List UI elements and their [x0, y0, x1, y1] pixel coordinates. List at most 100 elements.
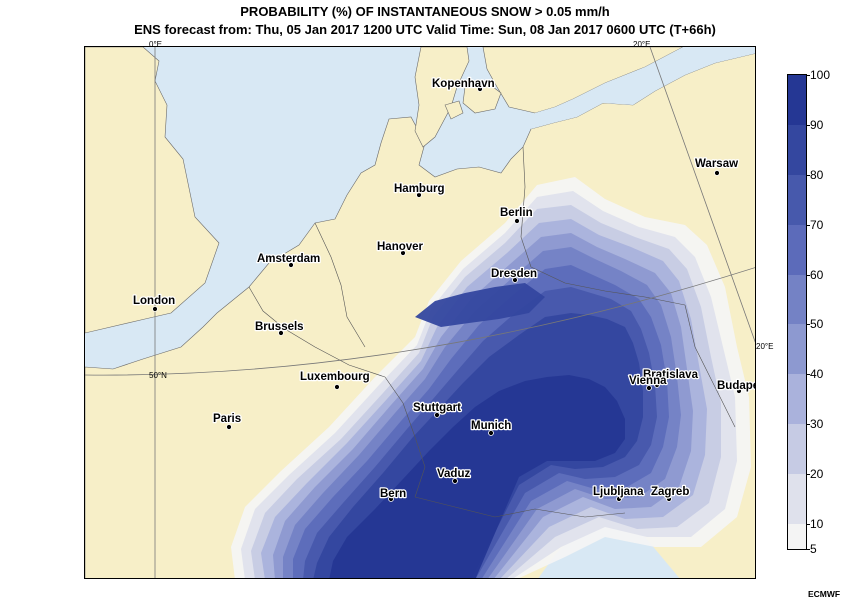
color-scale-tick-label: 10 — [810, 517, 824, 532]
lat-label-50: 50°N — [149, 371, 167, 380]
city-label-ljubljana: Ljubljana — [593, 486, 644, 498]
lon-label-20-top: 20°E — [633, 40, 651, 49]
city-budapest: Budapest — [716, 379, 755, 394]
parallel-50 — [85, 267, 755, 376]
city-dot — [226, 424, 232, 430]
city-vaduz: Vaduz — [436, 467, 472, 484]
color-scale-tick-label: 100 — [810, 68, 831, 82]
color-scale-bar — [787, 74, 807, 550]
city-label-dresden: Dresden — [491, 268, 537, 280]
color-scale-tick-label: 90 — [810, 117, 824, 132]
city-label-vienna: Vienna — [629, 375, 667, 387]
color-scale-tick-label: 5 — [810, 542, 817, 556]
snow-band-90 — [329, 375, 625, 578]
city-label-zagreb: Zagreb — [651, 486, 689, 498]
city-dot — [278, 330, 284, 336]
color-scale-tick-mark — [806, 224, 810, 226]
color-scale-tick-label: 70 — [810, 217, 824, 232]
city-dot — [666, 496, 672, 502]
city-brussels: Brussels — [254, 320, 305, 336]
color-scale-tick-mark — [806, 75, 810, 76]
color-scale-segment — [788, 124, 806, 175]
city-amsterdam: Amsterdam — [256, 252, 322, 268]
city-london: London — [132, 294, 176, 312]
city-label-london: London — [133, 295, 175, 307]
city-zagreb: Zagreb — [650, 485, 691, 502]
probability-map: 0°E 50°N Kopenhavn Warsaw Hamburg Berlin… — [85, 47, 755, 578]
city-label-vaduz: Vaduz — [437, 468, 470, 480]
city-label-hamburg: Hamburg — [394, 183, 444, 195]
color-scale-segment — [788, 75, 806, 125]
city-bratislava: Bratislava — [642, 368, 700, 388]
city-label-stuttgart: Stuttgart — [413, 402, 461, 414]
city-stuttgart: Stuttgart — [412, 401, 462, 418]
city-berlin: Berlin — [499, 206, 534, 224]
color-scale-segment — [788, 324, 806, 375]
color-scale-tick-label: 50 — [810, 317, 824, 332]
city-dot — [288, 262, 294, 268]
city-dot — [452, 478, 458, 484]
cities: Kopenhavn Warsaw Hamburg Berlin Hanover … — [132, 77, 755, 502]
color-scale-tick-mark — [806, 324, 810, 326]
color-scale-tick-mark — [806, 474, 810, 476]
city-dot — [736, 388, 742, 394]
city-dot — [714, 170, 720, 176]
city-label-brussels: Brussels — [255, 321, 304, 333]
city-label-amsterdam: Amsterdam — [257, 253, 320, 265]
color-scale-segment — [788, 374, 806, 425]
color-scale-tick-mark — [806, 524, 810, 526]
city-label-warsaw: Warsaw — [695, 158, 738, 170]
city-bern: Bern — [379, 487, 407, 502]
city-dot — [334, 384, 340, 390]
city-label-bern: Bern — [380, 488, 406, 500]
city-hamburg: Hamburg — [393, 182, 446, 198]
land-zealand — [462, 80, 502, 114]
lon-label-20-right: 20°E — [756, 342, 774, 351]
city-dot — [416, 192, 422, 198]
color-scale-tick-label: 60 — [810, 267, 824, 282]
city-dot — [434, 412, 440, 418]
city-label-berlin: Berlin — [500, 207, 533, 219]
land-jutland — [414, 47, 470, 148]
snow-probability-field — [231, 177, 751, 578]
city-label-kopenhavn: Kopenhavn — [432, 78, 495, 90]
map-frame[interactable]: 0°E 50°N Kopenhavn Warsaw Hamburg Berlin… — [84, 46, 756, 579]
city-dot — [616, 496, 622, 502]
chart-title: PROBABILITY (%) OF INSTANTANEOUS SNOW > … — [240, 4, 610, 19]
color-scale-tick-label: 40 — [810, 367, 824, 382]
color-scale-tick-label: 30 — [810, 417, 824, 432]
color-scale-tick-mark — [806, 424, 810, 426]
color-scale-tick-mark — [806, 374, 810, 376]
color-scale-tick-mark — [806, 124, 810, 126]
sea-adriatic — [538, 507, 680, 578]
sea-baltic — [531, 47, 755, 129]
city-dresden: Dresden — [490, 267, 538, 283]
city-dot — [388, 496, 394, 502]
city-paris: Paris — [212, 412, 242, 430]
credit-label: ECMWF — [808, 589, 841, 599]
color-scale-segment — [788, 524, 806, 549]
city-dot — [400, 250, 406, 256]
color-scale-tick-mark — [806, 174, 810, 176]
city-label-paris: Paris — [213, 413, 241, 425]
city-label-bratislava: Bratislava — [643, 369, 699, 381]
city-label-hanover: Hanover — [377, 241, 424, 253]
land-funen — [444, 100, 464, 120]
chart-subtitle: ENS forecast from: Thu, 05 Jan 2017 1200… — [134, 22, 716, 37]
city-dot — [646, 385, 652, 391]
color-scale-tick-mark — [806, 274, 810, 276]
city-dot — [477, 86, 483, 92]
color-scale-tick-label: 80 — [810, 167, 824, 182]
city-label-munich: Munich — [471, 420, 511, 432]
color-scale-segment — [788, 174, 806, 225]
city-dot — [512, 277, 518, 283]
color-scale-tick-mark — [806, 549, 810, 550]
city-kopenhavn: Kopenhavn — [431, 77, 496, 92]
snow-core-north — [415, 283, 545, 327]
country-borders — [248, 146, 736, 518]
land-great-britain — [85, 47, 220, 334]
city-hanover: Hanover — [376, 240, 425, 256]
color-scale-segment — [788, 474, 806, 525]
city-vienna: Vienna — [628, 374, 668, 391]
city-dot — [488, 430, 494, 436]
